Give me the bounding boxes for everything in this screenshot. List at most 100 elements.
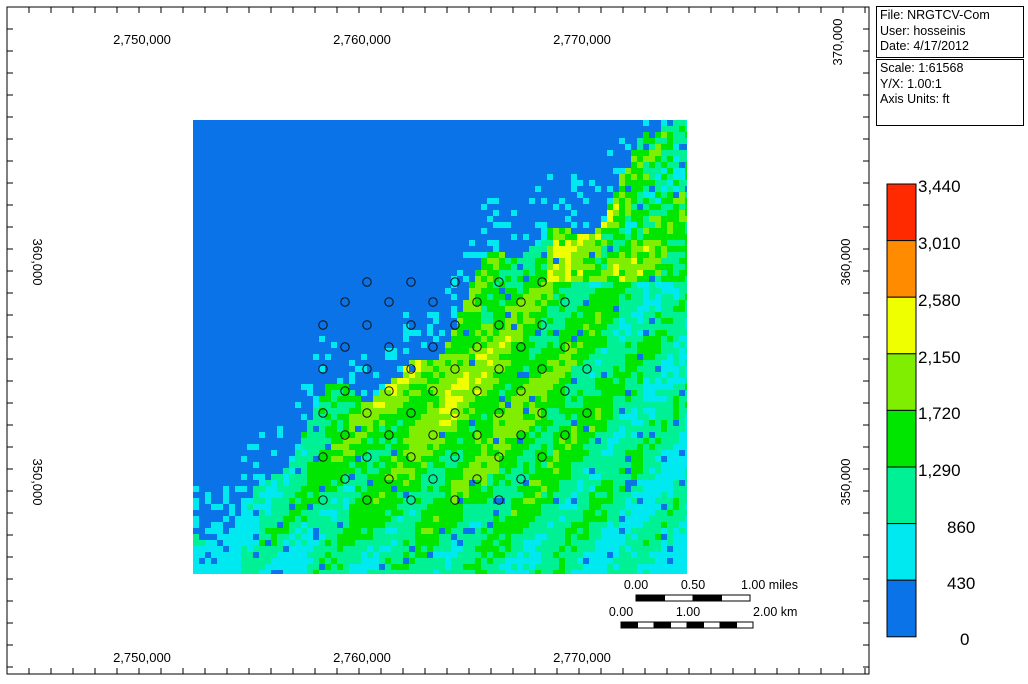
- raster-cell: [289, 570, 295, 574]
- raster-cell: [427, 498, 433, 504]
- raster-cell: [517, 474, 523, 480]
- raster-cell: [595, 414, 601, 420]
- raster-cell: [397, 366, 403, 372]
- raster-cell: [619, 180, 625, 186]
- raster-cell: [613, 546, 619, 552]
- raster-cell: [571, 294, 577, 300]
- raster-cell: [595, 336, 601, 342]
- raster-cell: [583, 546, 589, 552]
- x-tick-label-top: 2,770,000: [553, 32, 611, 47]
- raster-cell: [277, 570, 283, 574]
- raster-cell: [685, 468, 687, 474]
- raster-cell: [385, 390, 391, 396]
- raster-cell: [673, 564, 679, 570]
- raster-cell: [451, 552, 457, 558]
- raster-cell: [433, 390, 439, 396]
- raster-cell: [679, 408, 685, 414]
- raster-cell: [547, 432, 553, 438]
- raster-cell: [613, 534, 619, 540]
- raster-cell: [343, 420, 349, 426]
- raster-cell: [571, 570, 577, 574]
- raster-cell: [313, 546, 319, 552]
- well-marker: [362, 364, 372, 374]
- raster-cell: [661, 432, 667, 438]
- raster-cell: [589, 498, 595, 504]
- raster-cell: [295, 486, 301, 492]
- raster-cell: [625, 324, 631, 330]
- raster-cell: [331, 450, 337, 456]
- raster-cell: [541, 228, 547, 234]
- raster-cell: [253, 546, 259, 552]
- raster-cell: [415, 516, 421, 522]
- raster-cell: [619, 516, 625, 522]
- raster-cell: [679, 498, 685, 504]
- raster-cell: [409, 504, 415, 510]
- raster-cell: [577, 258, 583, 264]
- raster-cell: [679, 468, 685, 474]
- raster-cell: [649, 564, 655, 570]
- raster-cell: [523, 336, 529, 342]
- raster-cell: [541, 198, 547, 204]
- raster-cell: [397, 426, 403, 432]
- raster-cell: [301, 486, 307, 492]
- raster-cell: [307, 510, 313, 516]
- raster-cell: [283, 510, 289, 516]
- raster-cell: [625, 504, 631, 510]
- raster-cell: [349, 420, 355, 426]
- raster-cell: [307, 522, 313, 528]
- raster-cell: [673, 528, 679, 534]
- raster-cell: [457, 414, 463, 420]
- raster-cell: [649, 558, 655, 564]
- raster-cell: [631, 444, 637, 450]
- well-marker: [340, 474, 350, 484]
- raster-cell: [373, 564, 379, 570]
- raster-cell: [571, 384, 577, 390]
- raster-cell: [481, 306, 487, 312]
- raster-cell: [523, 558, 529, 564]
- raster-cell: [361, 462, 367, 468]
- raster-cell: [679, 546, 685, 552]
- raster-cell: [541, 456, 547, 462]
- axis-units: Axis Units: ft: [880, 92, 950, 106]
- raster-cell: [685, 462, 687, 468]
- raster-cell: [661, 228, 667, 234]
- raster-cell: [469, 516, 475, 522]
- raster-cell: [349, 564, 355, 570]
- raster-cell: [469, 546, 475, 552]
- raster-cell: [649, 366, 655, 372]
- raster-cell: [439, 480, 445, 486]
- raster-cell: [565, 288, 571, 294]
- raster-cell: [655, 234, 661, 240]
- raster-cell: [373, 510, 379, 516]
- raster-cell: [583, 402, 589, 408]
- raster-cell: [241, 552, 247, 558]
- raster-cell: [445, 492, 451, 498]
- raster-cell: [649, 150, 655, 156]
- raster-cell: [385, 534, 391, 540]
- raster-cell: [421, 432, 427, 438]
- raster-cell: [559, 240, 565, 246]
- raster-cell: [649, 210, 655, 216]
- raster-cell: [643, 372, 649, 378]
- raster-cell: [619, 498, 625, 504]
- raster-cell: [643, 462, 649, 468]
- raster-cell: [223, 534, 229, 540]
- raster-cell: [463, 252, 469, 258]
- raster-cell: [403, 498, 409, 504]
- raster-cell: [493, 564, 499, 570]
- raster-cell: [499, 432, 505, 438]
- raster-cell: [613, 354, 619, 360]
- legend-swatch: [886, 183, 917, 242]
- raster-cell: [661, 540, 667, 546]
- raster-cell: [517, 438, 523, 444]
- raster-cell: [325, 498, 331, 504]
- raster-cell: [493, 360, 499, 366]
- raster-cell: [349, 396, 355, 402]
- raster-cell: [631, 480, 637, 486]
- raster-cell: [301, 492, 307, 498]
- raster-cell: [301, 438, 307, 444]
- raster-cell: [661, 186, 667, 192]
- raster-cell: [619, 450, 625, 456]
- raster-cell: [301, 504, 307, 510]
- raster-cell: [523, 528, 529, 534]
